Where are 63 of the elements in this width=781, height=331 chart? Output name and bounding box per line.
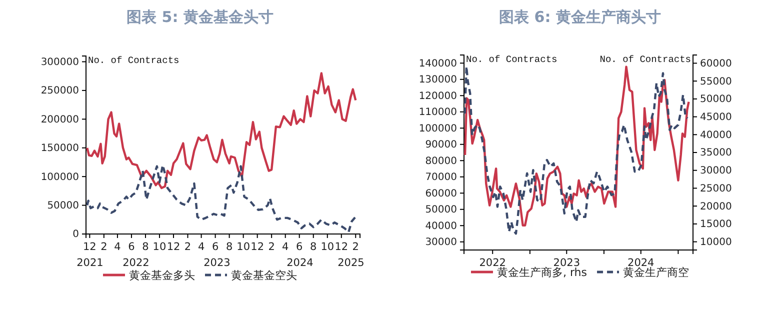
x-tick-label: 10	[152, 241, 166, 253]
x-tick-label: 6	[212, 241, 219, 253]
x-tick-label: 4	[198, 241, 205, 253]
legend-label: 黄金基金多头	[129, 269, 195, 282]
y-tick-label: 200000	[40, 114, 79, 126]
x-tick-label: 8	[142, 241, 149, 253]
y-tick-label: 250000	[40, 86, 79, 97]
y-axis-title: No. of Contracts	[88, 55, 180, 66]
x-tick-label: 12	[250, 241, 264, 253]
x-tick-label: 10	[320, 241, 334, 253]
legend-label: 黄金生产商多, rhs	[496, 266, 588, 279]
y2-tick-label: 30000	[700, 166, 732, 177]
x-tick-label: 8	[226, 241, 233, 253]
y2-axis-title: No. of Contracts	[600, 54, 691, 65]
y2-tick-label: 45000	[700, 112, 732, 123]
y-tick-label: 80000	[425, 156, 457, 167]
legend-label: 黄金基金空头	[231, 269, 297, 282]
y-tick-label: 40000	[425, 220, 457, 232]
chart-title: 图表 6: 黄金生产商头寸	[499, 8, 661, 26]
y2-tick-label: 25000	[700, 183, 732, 194]
y-tick-label: 60000	[425, 188, 457, 200]
y-axis-title: No. of Contracts	[466, 54, 558, 65]
y2-tick-label: 60000	[700, 58, 732, 70]
x-tick-label: 2	[184, 241, 192, 253]
x-tick-label: 4	[114, 241, 122, 253]
y2-tick-label: 50000	[700, 94, 732, 106]
y-tick-label: 300000	[40, 56, 79, 68]
x-tick-label: 6	[128, 241, 136, 253]
x-tick-label: 12	[334, 241, 348, 253]
line-series	[86, 72, 357, 190]
y2-tick-label: 20000	[700, 201, 732, 212]
y-tick-label: 130000	[418, 74, 457, 86]
y-tick-label: 140000	[418, 58, 457, 70]
x-tick-label: 4	[282, 241, 290, 253]
text: 2025	[338, 257, 364, 269]
x-tick-label: 2	[100, 241, 108, 253]
x-tick-label: 10	[236, 241, 250, 253]
legend-label: 黄金生产商空	[623, 266, 690, 279]
x-tick-label: 2	[268, 241, 275, 253]
line-series	[86, 164, 357, 234]
y-tick-label: 120000	[418, 90, 457, 102]
x-tick-label: 2	[352, 241, 359, 253]
y2-tick-label: 10000	[700, 236, 732, 248]
text: 2021	[76, 257, 104, 269]
y-tick-label: 150000	[40, 143, 79, 154]
x-tick-label: 8	[310, 241, 317, 253]
y-tick-label: 90000	[425, 140, 457, 151]
y-tick-label: 100000	[40, 172, 79, 183]
y2-tick-label: 55000	[700, 76, 732, 88]
y2-tick-label: 40000	[700, 130, 732, 141]
y2-tick-label: 15000	[700, 219, 732, 230]
chart-title: 图表 5: 黄金基金头寸	[126, 8, 274, 26]
y-tick-label: 50000	[47, 200, 79, 212]
x-tick-label: 6	[296, 241, 304, 253]
x-tick-label: 12	[82, 241, 96, 253]
x-tick-label: 12	[166, 241, 180, 253]
y2-tick-label: 35000	[700, 148, 732, 159]
y-tick-label: 50000	[425, 204, 457, 216]
y-tick-label: 110000	[418, 107, 457, 118]
y-tick-label: 70000	[425, 172, 457, 184]
y-tick-label: 100000	[418, 123, 457, 134]
y-tick-label: 0	[72, 229, 79, 240]
y-tick-label: 30000	[425, 237, 457, 248]
